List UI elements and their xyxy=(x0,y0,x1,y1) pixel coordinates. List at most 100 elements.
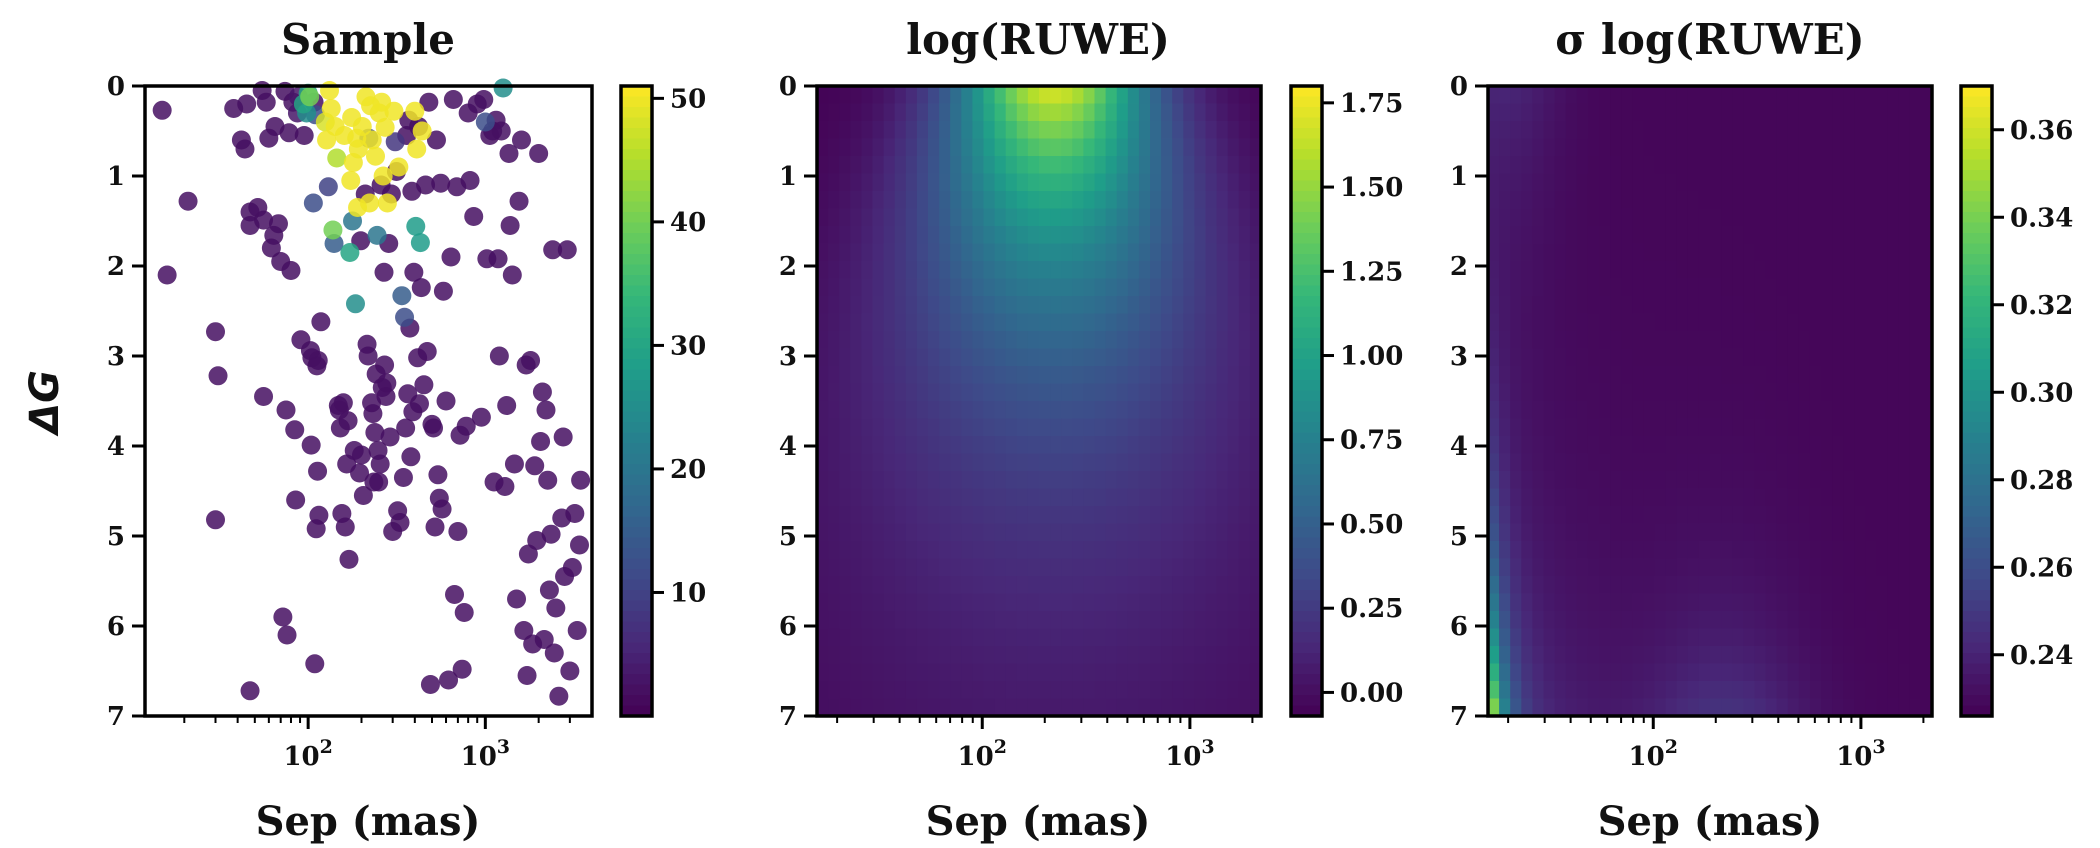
heatmap-cell xyxy=(1832,418,1844,437)
colorbar-segment xyxy=(1961,96,1992,108)
heatmap-cell xyxy=(1765,418,1778,437)
heatmap-cell xyxy=(905,558,918,577)
heatmap-cell xyxy=(1554,103,1567,122)
heatmap-cell xyxy=(939,488,951,507)
heatmap-cell xyxy=(1016,348,1029,367)
heatmap-cell xyxy=(1510,156,1523,175)
heatmap-cell xyxy=(1050,331,1062,350)
heatmap-cell xyxy=(1865,436,1878,455)
heatmap-cell xyxy=(1161,331,1173,350)
colorbar-segment xyxy=(1961,495,1992,507)
scatter-point xyxy=(240,681,260,701)
colorbar-segment xyxy=(1291,411,1322,423)
heatmap-cell xyxy=(961,593,974,612)
heatmap-cell xyxy=(1039,471,1051,490)
heatmap-cell xyxy=(1654,208,1667,227)
heatmap-cell xyxy=(1050,418,1062,437)
heatmap-cell xyxy=(1027,348,1040,367)
heatmap-cell xyxy=(1183,576,1196,595)
heatmap-cell xyxy=(928,593,940,612)
heatmap-cell xyxy=(1016,366,1029,385)
heatmap-cell xyxy=(861,453,874,472)
heatmap-cell xyxy=(1676,366,1689,385)
colorbar-segment xyxy=(621,149,652,161)
heatmap-cell xyxy=(1521,401,1534,420)
heatmap-cell xyxy=(1205,383,1218,402)
heatmap-cell xyxy=(1216,628,1229,647)
heatmap-cell xyxy=(1765,488,1778,507)
heatmap-cell xyxy=(828,488,840,507)
heatmap-cell xyxy=(1665,611,1678,630)
heatmap-cell xyxy=(1094,401,1107,420)
heatmap-cell xyxy=(1887,593,1900,612)
heatmap-cell xyxy=(1238,593,1251,612)
heatmap-cell xyxy=(1116,611,1129,630)
heatmap-cell xyxy=(1083,138,1096,157)
heatmap-cell xyxy=(1172,646,1185,665)
heatmap-cell xyxy=(1621,278,1634,297)
heatmap-cell xyxy=(894,471,907,490)
heatmap-cell xyxy=(1150,208,1162,227)
heatmap-cell xyxy=(1227,541,1240,560)
heatmap-cell xyxy=(1876,593,1889,612)
heatmap-cell xyxy=(1599,313,1611,332)
heatmap-cell xyxy=(1227,173,1240,192)
heatmap-cell xyxy=(1599,156,1611,175)
heatmap-cell xyxy=(1665,156,1678,175)
heatmap-cell xyxy=(839,243,852,262)
heatmap-cell xyxy=(1898,313,1911,332)
heatmap-cell xyxy=(1920,191,1933,210)
heatmap-cell xyxy=(1216,541,1229,560)
heatmap-cell xyxy=(1105,208,1118,227)
heatmap-cell xyxy=(1765,191,1778,210)
heatmap-cell xyxy=(1654,156,1667,175)
heatmap-cell xyxy=(828,523,840,542)
heatmap-cell xyxy=(1488,523,1500,542)
heatmap-cell xyxy=(1732,313,1745,332)
heatmap-cell xyxy=(1576,418,1589,437)
heatmap-cell xyxy=(950,296,963,315)
heatmap-cell xyxy=(850,261,863,280)
heatmap-cell xyxy=(894,523,907,542)
heatmap-cell xyxy=(928,121,940,140)
heatmap-cell xyxy=(1150,348,1162,367)
heatmap-cell xyxy=(1532,226,1545,245)
heatmap-cell xyxy=(1105,348,1118,367)
heatmap-cell xyxy=(1887,191,1900,210)
heatmap-cell xyxy=(1005,401,1018,420)
plot-frame xyxy=(1486,84,1934,718)
heatmap-cell xyxy=(1249,681,1262,700)
heatmap-cell xyxy=(1732,593,1745,612)
heatmap-cell xyxy=(1920,173,1933,192)
heatmap-cell xyxy=(1643,156,1656,175)
heatmap-cell xyxy=(894,208,907,227)
heatmap-cell xyxy=(1205,278,1218,297)
heatmap-cell xyxy=(1238,103,1251,122)
scatter-point xyxy=(464,207,484,226)
heatmap-cell xyxy=(1632,628,1645,647)
heatmap-cell xyxy=(1587,313,1600,332)
heatmap-cell xyxy=(928,698,940,717)
heatmap-cell xyxy=(872,436,885,455)
heatmap-cell xyxy=(1876,156,1889,175)
heatmap-cell xyxy=(1898,103,1911,122)
heatmap-cell xyxy=(1643,226,1656,245)
colorbar-segment xyxy=(621,474,652,486)
scatter-point xyxy=(456,416,476,436)
heatmap-cell xyxy=(961,243,974,262)
heatmap-cell xyxy=(1016,138,1029,157)
heatmap-cell xyxy=(1083,488,1096,507)
heatmap-cell xyxy=(972,191,985,210)
heatmap-cell xyxy=(1665,261,1678,280)
heatmap-cell xyxy=(1687,226,1700,245)
heatmap-cell xyxy=(1687,278,1700,297)
heatmap-cell xyxy=(1632,296,1645,315)
heatmap-cell xyxy=(972,138,985,157)
heatmap-cell xyxy=(1061,663,1074,682)
heatmap-cell xyxy=(905,593,918,612)
colorbar-segment xyxy=(1961,254,1992,266)
heatmap-cell xyxy=(1072,296,1085,315)
heatmap-cell xyxy=(983,523,996,542)
y-tick-label: 7 xyxy=(107,702,125,732)
heatmap-cell xyxy=(1532,261,1545,280)
